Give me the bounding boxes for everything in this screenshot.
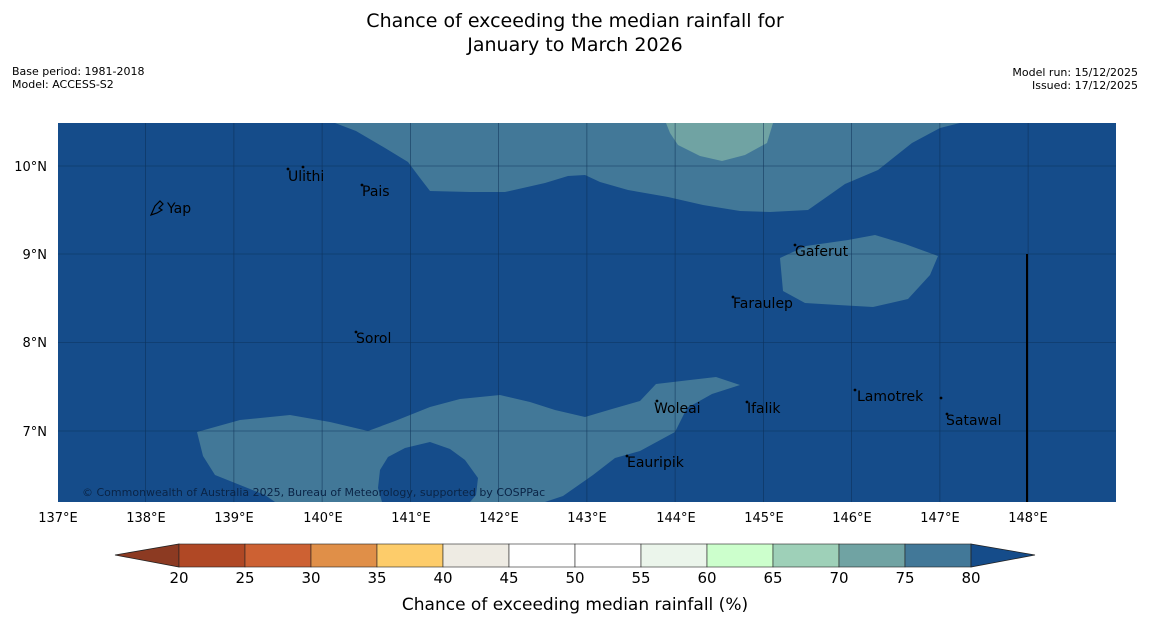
- lat-tick-10N: 10°N: [14, 160, 47, 175]
- lon-tick-144E: 144°E: [656, 511, 696, 526]
- colorbar-tick-35: 35: [367, 569, 386, 587]
- lon-tick-142E: 142°E: [479, 511, 519, 526]
- meta-left: Base period: 1981-2018 Model: ACCESS-S2: [12, 65, 144, 91]
- map-area: Yap Ulithi Pais Gaferut Faraulep Sorol W…: [58, 123, 1116, 502]
- lon-tick-138E: 138°E: [126, 511, 166, 526]
- colorbar-segment-70-75: [838, 543, 906, 568]
- lamotrek-marker: [853, 388, 857, 392]
- colorbar-tick-45: 45: [499, 569, 518, 587]
- colorbar-high-extend: [970, 543, 1036, 568]
- yap-island-shape: [149, 200, 164, 216]
- colorbar-segment-30-35: [310, 543, 378, 568]
- colorbar-tick-20: 20: [169, 569, 188, 587]
- ulithi-marker: [286, 167, 290, 171]
- place-pais: Pais: [362, 184, 390, 200]
- lon-tick-141E: 141°E: [391, 511, 431, 526]
- place-labels: Yap Ulithi Pais Gaferut Faraulep Sorol W…: [166, 169, 1001, 471]
- colorbar-segment-50-55: [574, 543, 642, 568]
- island-markers: [149, 165, 949, 458]
- colorbar-tick-65: 65: [763, 569, 782, 587]
- colorbar-ticks: 20 25 30 35 40 45 50 55 60 65 70 75 80: [169, 569, 980, 587]
- title-line-1: Chance of exceeding the median rainfall …: [366, 10, 784, 32]
- lon-tick-139E: 139°E: [214, 511, 254, 526]
- place-lamotrek: Lamotrek: [857, 389, 924, 405]
- colorbar-segment-25-30: [244, 543, 312, 568]
- map-title: Chance of exceeding the median rainfall …: [0, 9, 1150, 57]
- satawal-marker: [945, 412, 949, 416]
- colorbar-tick-40: 40: [433, 569, 452, 587]
- lon-tick-145E: 145°E: [744, 511, 784, 526]
- place-yap: Yap: [166, 201, 191, 217]
- place-satawal: Satawal: [946, 413, 1001, 429]
- south-inner-80-plus: [378, 442, 478, 502]
- title-line-2: January to March 2026: [467, 34, 683, 56]
- pais-marker: [360, 183, 364, 187]
- place-eauripik: Eauripik: [627, 455, 685, 471]
- colorbar-tick-60: 60: [697, 569, 716, 587]
- copyright-notice: © Commonwealth of Australia 2025, Bureau…: [82, 486, 545, 499]
- sorol-marker: [354, 330, 358, 334]
- lamotrek-marker-2: [939, 396, 943, 400]
- place-faraulep: Faraulep: [733, 296, 793, 312]
- colorbar-tick-75: 75: [895, 569, 914, 587]
- colorbar-segment-35-40: [376, 543, 444, 568]
- colorbar-segment-40-45: [442, 543, 510, 568]
- latitude-ticks: 10°N 9°N 8°N 7°N: [14, 160, 47, 440]
- colorbar-segment-75-80: [904, 543, 972, 568]
- ulithi-marker-2: [301, 165, 305, 169]
- north-contour-75-80: [335, 123, 960, 212]
- lon-tick-137E: 137°E: [38, 511, 78, 526]
- colorbar-tick-55: 55: [631, 569, 650, 587]
- place-gaferut: Gaferut: [795, 244, 849, 260]
- north-contour-70-75: [666, 123, 773, 161]
- place-woleai: Woleai: [654, 401, 701, 417]
- colorbar-label: Chance of exceeding median rainfall (%): [402, 595, 748, 615]
- issued-date: Issued: 17/12/2025: [1031, 79, 1138, 92]
- colorbar-segment-45-50: [508, 543, 576, 568]
- place-ifalik: Ifalik: [747, 401, 781, 417]
- model-run: Model run: 15/12/2025: [1012, 66, 1138, 79]
- colorbar-tick-30: 30: [301, 569, 320, 587]
- model-name: Model: ACCESS-S2: [12, 78, 114, 91]
- south-contour-75-80: [197, 377, 740, 502]
- colorbar-tick-70: 70: [829, 569, 848, 587]
- colorbar-segment-55-60: [640, 543, 708, 568]
- gaferut-marker: [793, 243, 797, 247]
- lon-tick-143E: 143°E: [567, 511, 607, 526]
- lat-tick-8N: 8°N: [23, 336, 48, 351]
- lat-tick-7N: 7°N: [23, 425, 48, 440]
- colorbar-segments: [178, 543, 972, 568]
- place-sorol: Sorol: [356, 331, 391, 347]
- colorbar-low-extend: [114, 543, 180, 568]
- east-contour-75-80: [780, 235, 938, 307]
- colorbar-tick-25: 25: [235, 569, 254, 587]
- place-ulithi: Ulithi: [288, 169, 324, 185]
- graticule: [58, 123, 1116, 502]
- colorbar: 20 25 30 35 40 45 50 55 60 65 70 75 80 C…: [114, 543, 1036, 615]
- lat-tick-9N: 9°N: [23, 248, 48, 263]
- lon-tick-147E: 147°E: [920, 511, 960, 526]
- colorbar-tick-50: 50: [565, 569, 584, 587]
- longitude-ticks: 137°E 138°E 139°E 140°E 141°E 142°E 143°…: [38, 511, 1048, 526]
- colorbar-segment-60-65: [706, 543, 774, 568]
- colorbar-tick-80: 80: [961, 569, 980, 587]
- base-period: Base period: 1981-2018: [12, 65, 145, 78]
- lon-tick-146E: 146°E: [832, 511, 872, 526]
- lon-tick-140E: 140°E: [303, 511, 343, 526]
- faraulep-marker: [731, 295, 735, 299]
- lon-tick-148E: 148°E: [1008, 511, 1048, 526]
- woleai-marker: [655, 399, 659, 403]
- colorbar-segment-20-25: [178, 543, 246, 568]
- eauripik-marker: [625, 454, 629, 458]
- colorbar-segment-65-70: [772, 543, 840, 568]
- ifalik-marker: [745, 400, 749, 404]
- meta-right: Model run: 15/12/2025 Issued: 17/12/2025: [1012, 66, 1138, 92]
